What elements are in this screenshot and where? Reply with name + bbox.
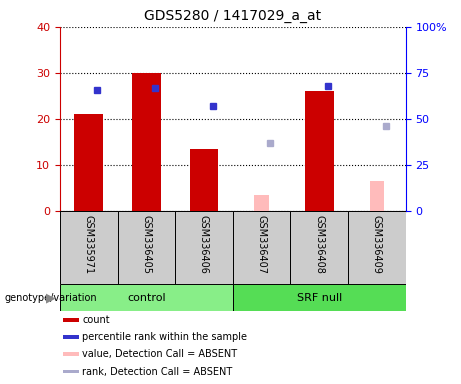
Bar <box>233 27 290 211</box>
Bar <box>64 370 79 373</box>
Text: percentile rank within the sample: percentile rank within the sample <box>82 332 247 342</box>
Bar <box>60 284 233 311</box>
Bar <box>254 195 269 211</box>
Bar <box>132 73 161 211</box>
Bar <box>60 27 118 211</box>
Text: control: control <box>127 293 165 303</box>
Text: GSM335971: GSM335971 <box>84 215 94 274</box>
Bar <box>348 27 406 211</box>
Bar <box>64 335 79 339</box>
Bar <box>118 211 175 284</box>
Title: GDS5280 / 1417029_a_at: GDS5280 / 1417029_a_at <box>144 9 321 23</box>
Bar <box>233 211 290 284</box>
Bar <box>305 91 334 211</box>
Bar <box>175 211 233 284</box>
Text: ▶: ▶ <box>46 291 55 304</box>
Text: genotype/variation: genotype/variation <box>5 293 97 303</box>
Text: SRF null: SRF null <box>296 293 342 303</box>
Text: GSM336409: GSM336409 <box>372 215 382 274</box>
Bar <box>290 211 348 284</box>
Bar <box>64 318 79 321</box>
Text: count: count <box>82 314 110 325</box>
Bar <box>118 27 175 211</box>
Bar <box>348 211 406 284</box>
Bar <box>175 27 233 211</box>
Text: GSM336405: GSM336405 <box>142 215 151 274</box>
Bar <box>233 284 406 311</box>
Text: GSM336408: GSM336408 <box>314 215 324 274</box>
Bar <box>370 181 384 211</box>
Text: rank, Detection Call = ABSENT: rank, Detection Call = ABSENT <box>82 366 232 377</box>
Bar <box>64 353 79 356</box>
Text: GSM336407: GSM336407 <box>257 215 266 274</box>
Bar <box>189 149 219 211</box>
Bar <box>74 114 103 211</box>
Text: value, Detection Call = ABSENT: value, Detection Call = ABSENT <box>82 349 237 359</box>
Bar <box>60 211 118 284</box>
Bar <box>290 27 348 211</box>
Text: GSM336406: GSM336406 <box>199 215 209 274</box>
